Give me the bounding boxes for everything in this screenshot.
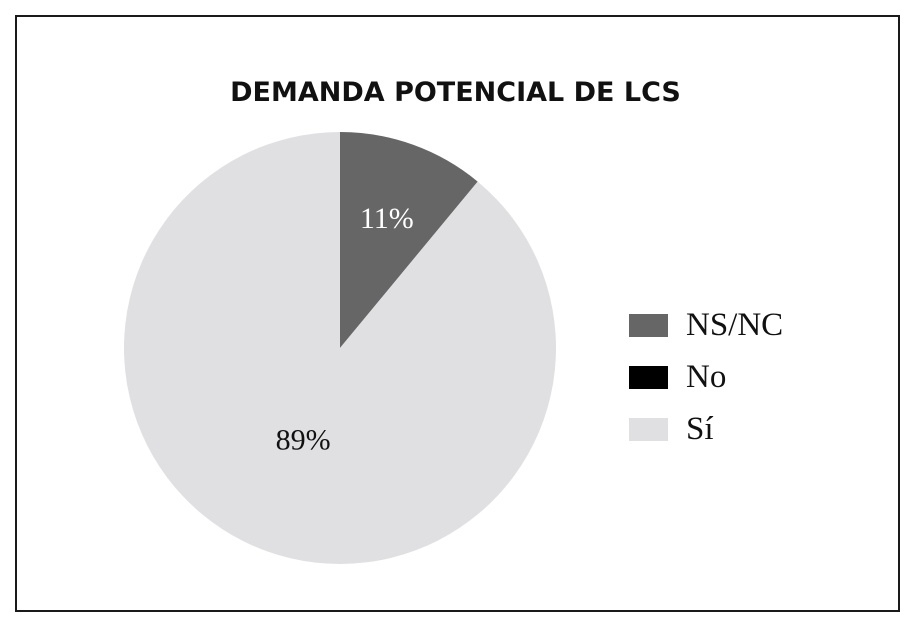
pie-slices xyxy=(123,131,556,564)
legend-swatch xyxy=(629,313,668,337)
legend-swatch xyxy=(629,417,668,441)
legend-label: No xyxy=(686,358,727,395)
pie-slice-labels: 11% 89% xyxy=(276,202,414,457)
legend-label: Sí xyxy=(686,410,714,447)
legend-item-s-: Sí xyxy=(629,403,783,455)
pie-slice-ns-nc xyxy=(340,132,478,348)
legend-item-ns-nc: NS/NC xyxy=(629,299,783,351)
chart-frame: DEMANDA POTENCIAL DE LCS 11% 89% NS/NC No S… xyxy=(15,15,900,612)
legend-label: NS/NC xyxy=(686,306,784,343)
chart-title: DEMANDA POTENCIAL DE LCS xyxy=(230,77,681,108)
slice-label-s-: 89% xyxy=(276,423,331,456)
legend: NS/NC No Sí xyxy=(629,299,783,455)
pie-chart: 11% 89% xyxy=(123,131,556,564)
pie-slice-s- xyxy=(123,131,556,564)
legend-swatch xyxy=(629,365,668,389)
slice-label-ns-nc: 11% xyxy=(360,202,414,235)
legend-item-no: No xyxy=(629,351,783,403)
